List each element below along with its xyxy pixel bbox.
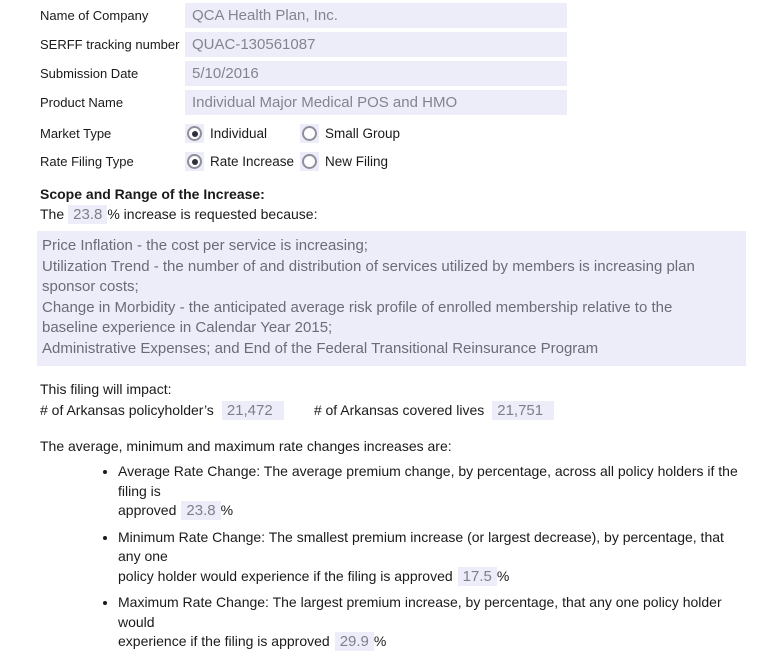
radio-option-new-filing[interactable]: New Filing — [300, 152, 388, 171]
maximum-rate-text-line2: experience if the filing is approved — [118, 633, 330, 649]
policyholders-count-field[interactable]: 21,472 — [221, 401, 284, 420]
radio-rate-increase-label: Rate Increase — [210, 154, 295, 169]
submission-date-label: Submission Date — [40, 66, 139, 81]
radio-group-rate-filing-type: Rate Filing Type Rate Increase New Filin… — [40, 152, 748, 171]
radio-individual-label: Individual — [210, 126, 268, 141]
policyholders-label: # of Arkansas policyholder’s — [40, 402, 214, 418]
increase-percent-sign: % — [107, 206, 120, 222]
field-row-submission-date: Submission Date 5/10/2016 — [40, 61, 748, 86]
scope-sentence-prefix: The — [40, 206, 65, 222]
rate-changes-list: Average Rate Change: The average premium… — [40, 462, 748, 652]
radio-group-market-type: Market Type Individual Small Group — [40, 124, 748, 143]
impact-intro: This filing will impact: — [40, 381, 172, 397]
radio-small-group-bg — [300, 124, 319, 143]
scope-heading: Scope and Range of the Increase: — [40, 186, 265, 202]
radio-new-filing-bg — [300, 152, 319, 171]
minimum-rate-text-line2: policy holder would experience if the fi… — [118, 567, 453, 584]
reason-line: Administrative Expenses; and End of the … — [42, 339, 599, 357]
field-row-company: Name of Company QCA Health Plan, Inc. — [40, 3, 748, 28]
reason-line: baseline experience in Calendar Year 201… — [42, 319, 333, 336]
average-rate-value-field[interactable]: 23.8 — [181, 501, 221, 520]
maximum-rate-percent-sign: % — [373, 633, 387, 649]
field-row-product-name: Product Name Individual Major Medical PO… — [40, 90, 748, 115]
average-rate-percent-sign: % — [220, 502, 234, 518]
maximum-rate-value-field[interactable]: 29.9 — [334, 632, 374, 651]
increase-percent-field[interactable]: 23.8 — [68, 205, 108, 224]
radio-new-filing-unselected-icon[interactable] — [302, 154, 317, 169]
radio-option-rate-increase[interactable]: Rate Increase — [185, 152, 300, 171]
rate-filing-type-label: Rate Filing Type — [40, 154, 134, 169]
product-name-label: Product Name — [40, 95, 124, 110]
reason-line: Change in Morbidity - the anticipated av… — [42, 298, 673, 316]
minimum-rate-percent-sign: % — [496, 567, 510, 584]
radio-rate-increase-bg — [185, 152, 204, 171]
scope-sentence: The 23.8% increase is requested because: — [40, 205, 748, 224]
reason-line: sponsor costs; — [42, 278, 139, 295]
list-item-average-rate-change: Average Rate Change: The average premium… — [118, 462, 748, 521]
list-item-maximum-rate-change: Maximum Rate Change: The largest premium… — [118, 593, 748, 652]
list-item-minimum-rate-change: Minimum Rate Change: The smallest premiu… — [118, 528, 748, 587]
company-label: Name of Company — [40, 8, 149, 23]
covered-lives-label: # of Arkansas covered lives — [313, 402, 485, 418]
impact-line: # of Arkansas policyholder’s 21,472 # of… — [40, 401, 748, 420]
company-input[interactable]: QCA Health Plan, Inc. — [185, 3, 567, 28]
radio-small-group-label: Small Group — [325, 126, 401, 141]
radio-rate-increase-selected-icon[interactable] — [187, 154, 202, 169]
market-type-label: Market Type — [40, 126, 112, 141]
average-rate-text-line2: approved — [118, 502, 177, 518]
minimum-rate-text-line1: Minimum Rate Change: The smallest premiu… — [118, 528, 724, 565]
serff-input[interactable]: QUAC-130561087 — [185, 32, 567, 57]
radio-option-small-group[interactable]: Small Group — [300, 124, 400, 143]
rate-changes-intro: The average, minimum and maximum rate ch… — [40, 438, 452, 454]
increase-reasons-textarea[interactable]: Price Inflation - the cost per service i… — [37, 231, 746, 366]
radio-individual-selected-icon[interactable] — [187, 126, 202, 141]
maximum-rate-text-line1: Maximum Rate Change: The largest premium… — [118, 594, 722, 630]
radio-individual-bg — [185, 124, 204, 143]
radio-new-filing-label: New Filing — [325, 154, 389, 169]
submission-date-input[interactable]: 5/10/2016 — [185, 61, 567, 86]
minimum-rate-value-field[interactable]: 17.5 — [457, 566, 497, 586]
radio-option-individual[interactable]: Individual — [185, 124, 300, 143]
field-row-serff: SERFF tracking number QUAC-130561087 — [40, 32, 748, 57]
reason-line: Price Inflation - the cost per service i… — [42, 237, 368, 254]
scope-sentence-suffix: increase is requested because: — [119, 206, 318, 222]
radio-small-group-unselected-icon[interactable] — [302, 126, 317, 141]
reason-line: Utilization Trend - the number of and di… — [42, 257, 695, 275]
product-name-input[interactable]: Individual Major Medical POS and HMO — [185, 90, 567, 115]
serff-label: SERFF tracking number — [40, 37, 180, 52]
covered-lives-count-field[interactable]: 21,751 — [492, 401, 555, 420]
average-rate-text-line1: Average Rate Change: The average premium… — [118, 463, 738, 499]
